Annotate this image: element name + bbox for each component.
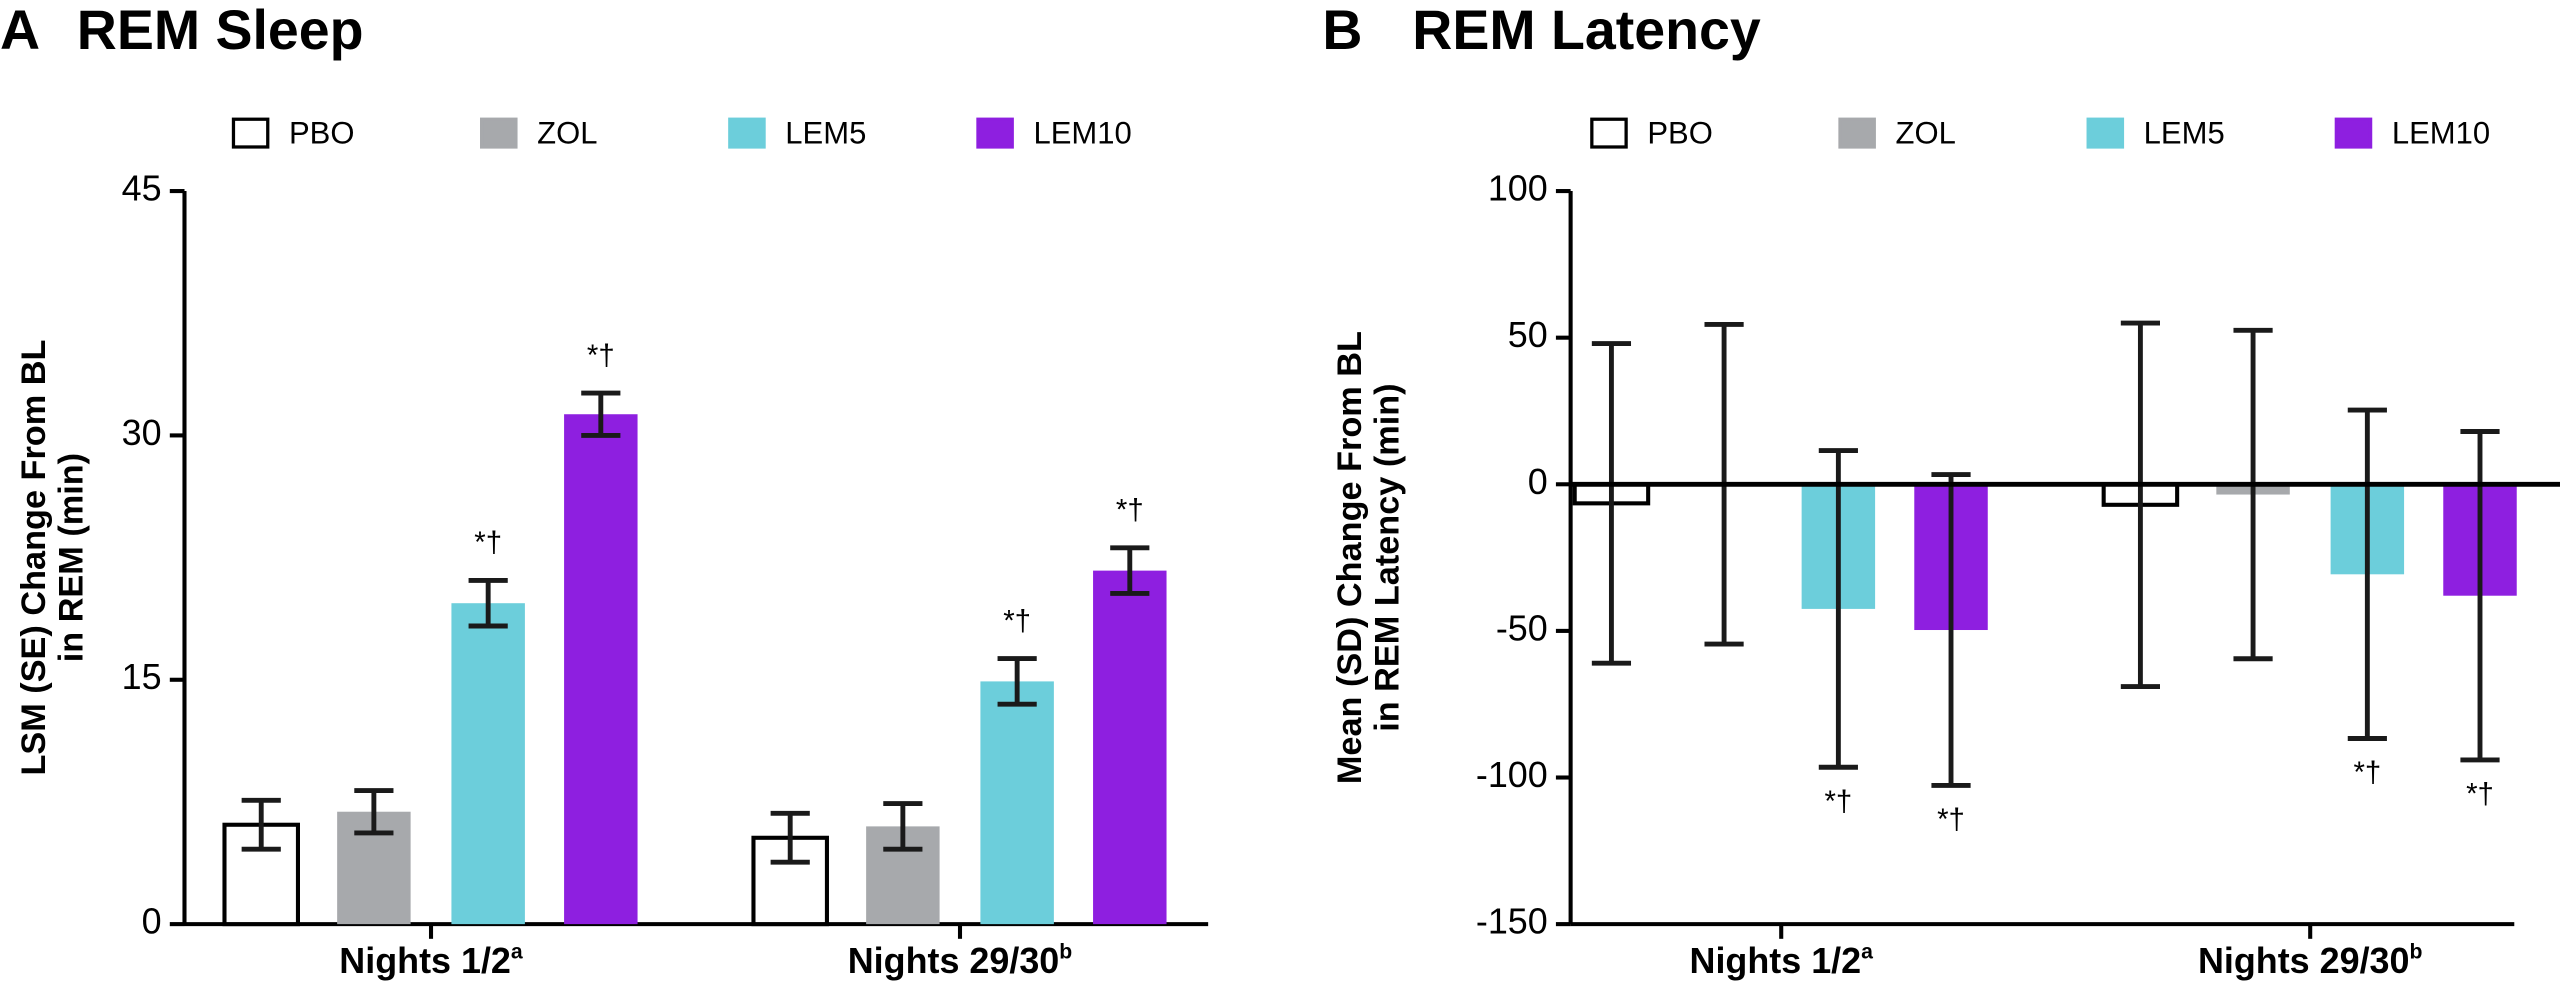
- y-tick-label: -100: [1476, 754, 1548, 795]
- category-name: Nights 1/2: [1690, 940, 1862, 981]
- error-bar: [1591, 341, 1632, 666]
- legend-swatch: [976, 117, 1014, 149]
- error-bar: [241, 797, 281, 852]
- bar: [564, 414, 638, 925]
- significance-label: *†: [587, 339, 615, 372]
- legend-label: ZOL: [1896, 116, 1956, 151]
- bar: [980, 681, 1054, 925]
- legend-label: LEM10: [2392, 116, 2490, 151]
- y-tick-label: 30: [122, 412, 162, 453]
- category-name: Nights 29/30: [848, 940, 1060, 981]
- x-tick-label: Nights 1/2a: [1690, 940, 1874, 981]
- bar: [451, 603, 525, 925]
- legend-label: PBO: [1647, 116, 1713, 151]
- error-bar: [2347, 407, 2387, 741]
- x-tick-label: Nights 1/2a: [339, 940, 523, 981]
- error-bar: [2233, 327, 2273, 662]
- significance-label: *†: [1937, 803, 1965, 836]
- bar: [1093, 570, 1167, 925]
- legend-swatch: [728, 117, 766, 149]
- y-tick-label: 15: [122, 656, 162, 697]
- chart-title: REM Latency: [1412, 0, 1761, 61]
- y-axis-label: LSM (SE) Change From BL: [15, 340, 53, 776]
- error-bar: [1931, 472, 1971, 788]
- panel-letter: A: [0, 0, 40, 61]
- legend-swatch: [2334, 117, 2373, 149]
- error-bar: [354, 788, 394, 836]
- error-bar: [2120, 320, 2160, 690]
- chart-title: REM Sleep: [77, 0, 364, 61]
- legend-swatch: [480, 117, 518, 149]
- significance-label: *†: [1116, 494, 1144, 527]
- category-note: a: [511, 940, 523, 963]
- legend-label: PBO: [289, 116, 355, 151]
- error-bar: [770, 810, 810, 865]
- y-axis-label: in REM Latency (min): [1368, 383, 1406, 731]
- x-tick-label: Nights 29/30b: [2198, 940, 2423, 981]
- category-name: Nights 29/30: [2198, 940, 2410, 981]
- legend-label: LEM10: [1033, 116, 1131, 151]
- y-axis-label: in REM (min): [53, 453, 91, 662]
- legend-swatch: [231, 117, 270, 149]
- error-bar: [581, 390, 621, 438]
- y-tick-label: 0: [142, 901, 162, 942]
- significance-label: *†: [2466, 778, 2494, 811]
- legend-label: LEM5: [2144, 116, 2225, 151]
- category-note: a: [1861, 940, 1873, 963]
- y-tick-label: 0: [1528, 461, 1548, 502]
- significance-label: *†: [1003, 604, 1031, 637]
- error-bar: [1818, 448, 1858, 770]
- legend-swatch: [1590, 117, 1628, 149]
- y-tick-label: 45: [122, 168, 162, 209]
- category-note: b: [1059, 940, 1072, 963]
- category-name: Nights 1/2: [339, 940, 511, 981]
- panel-letter: B: [1322, 0, 1362, 61]
- significance-label: *†: [1824, 785, 1852, 818]
- error-bar: [883, 801, 923, 852]
- y-tick-label: -150: [1476, 901, 1548, 942]
- legend-swatch: [2086, 117, 2125, 149]
- x-tick-label: Nights 29/30b: [848, 940, 1073, 981]
- error-bar: [468, 577, 508, 629]
- legend-label: LEM5: [785, 116, 866, 151]
- y-axis-label: Mean (SD) Change From BL: [1331, 331, 1369, 784]
- y-tick-label: -50: [1496, 607, 1548, 648]
- legend-label: ZOL: [537, 116, 597, 151]
- category-note: b: [2409, 940, 2422, 963]
- y-tick-label: 50: [1508, 314, 1548, 355]
- legend-swatch: [1838, 117, 1876, 149]
- error-bar: [997, 656, 1037, 707]
- error-bar: [1110, 545, 1150, 596]
- y-tick-label: 100: [1488, 168, 1548, 209]
- significance-label: *†: [2353, 756, 2381, 789]
- significance-label: *†: [474, 526, 502, 559]
